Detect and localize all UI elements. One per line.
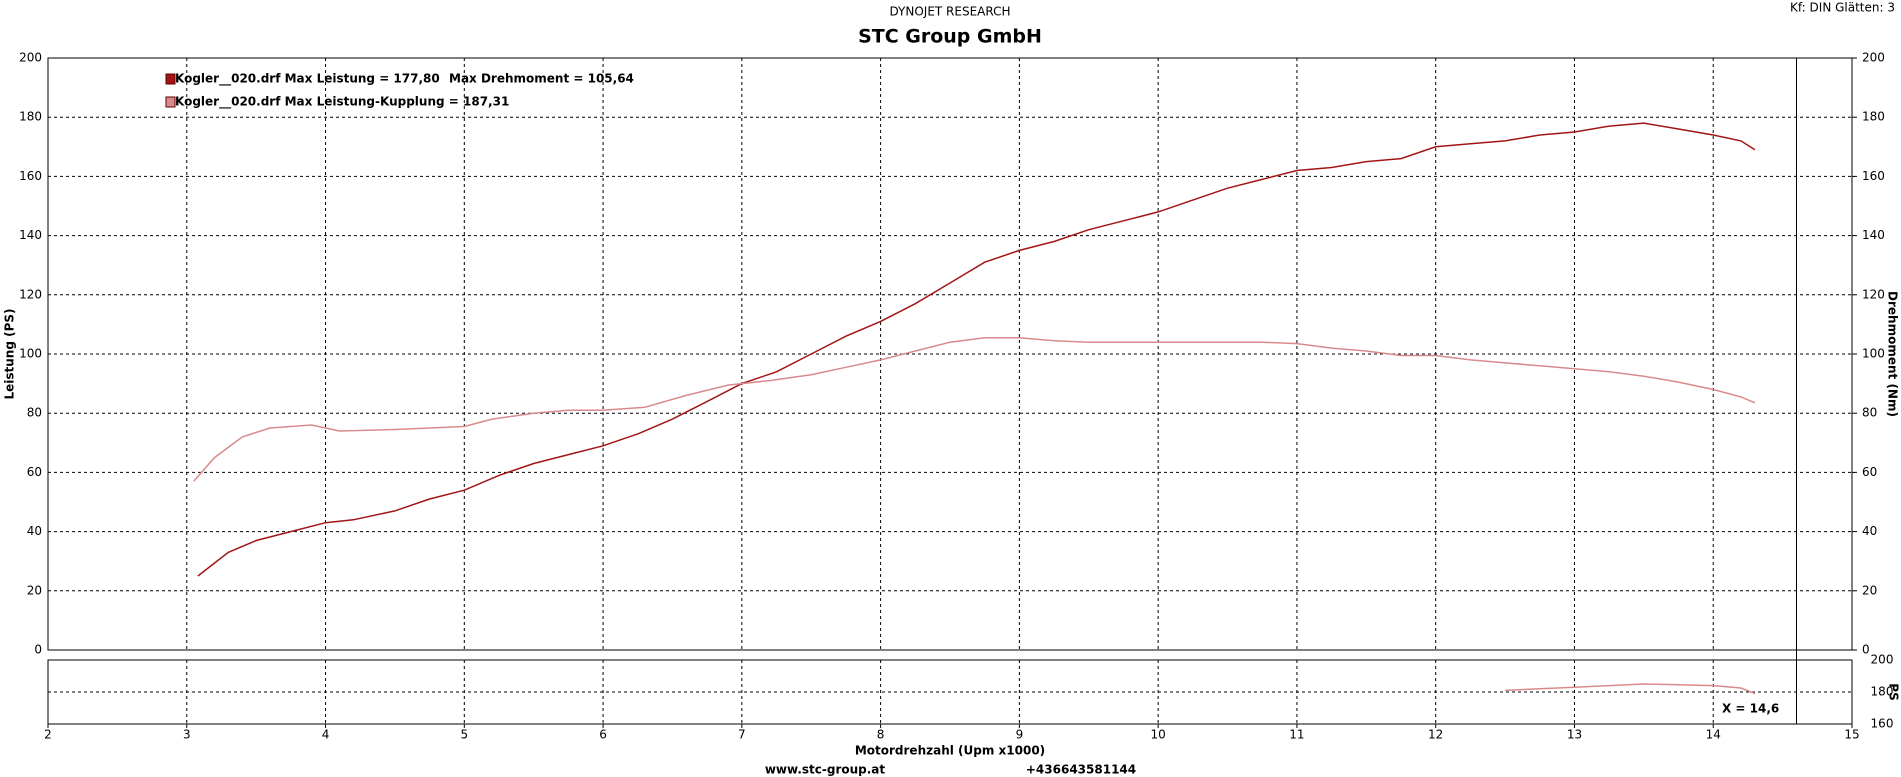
x-tick-label: 12	[1428, 728, 1443, 742]
annotation: X = 14,6	[1722, 702, 1779, 716]
legend-swatch	[165, 96, 176, 108]
footer-text: +436643581144	[1026, 763, 1136, 777]
y-tick-label: 160	[1871, 717, 1894, 731]
y2-tick-label: 200	[1862, 51, 1885, 65]
data-line	[193, 336, 1756, 482]
x-axis-label: Motordrehzahl (Upm x1000)	[855, 744, 1045, 758]
lower-y-axis-label: PS	[1887, 683, 1901, 700]
legend-label: Kogler__020.drf Max Leistung = 177,80	[175, 72, 440, 87]
y-tick-label: 0	[34, 643, 42, 657]
x-tick-label: 7	[738, 728, 746, 742]
x-tick-label: 8	[877, 728, 885, 742]
y2-tick-label: 180	[1862, 110, 1885, 124]
x-tick-label: 15	[1844, 728, 1859, 742]
y2-tick-label: 160	[1862, 169, 1885, 183]
y-tick-label: 200	[1871, 653, 1894, 667]
subtitle: DYNOJET RESEARCH	[889, 5, 1010, 19]
y-tick-label: 120	[19, 287, 42, 301]
y-tick-label: 180	[19, 110, 42, 124]
y-tick-label: 80	[27, 406, 42, 420]
x-tick-label: 11	[1289, 728, 1304, 742]
x-tick-label: 14	[1706, 728, 1721, 742]
y2-tick-label: 80	[1862, 406, 1877, 420]
x-tick-label: 5	[460, 728, 468, 742]
y-tick-label: 20	[27, 583, 42, 597]
x-tick-label: 9	[1016, 728, 1024, 742]
y2-tick-label: 100	[1862, 347, 1885, 361]
y2-tick-label: 60	[1862, 465, 1877, 479]
y-tick-label: 100	[19, 347, 42, 361]
legend-label: Max Drehmoment = 105,64	[449, 72, 634, 86]
y2-tick-label: 20	[1862, 583, 1877, 597]
y-tick-label: 40	[27, 524, 42, 538]
legend-swatch	[165, 73, 176, 85]
y2-axis-label: Drehmoment (Nm)	[1886, 291, 1900, 417]
y-tick-label: 160	[19, 169, 42, 183]
footer-text: www.stc-group.at	[765, 763, 886, 777]
legend-label: Kogler__020.drf Max Leistung-Kupplung = …	[175, 95, 509, 110]
x-tick-label: 3	[183, 728, 191, 742]
x-tick-label: 10	[1151, 728, 1166, 742]
chart-title: STC Group GmbH	[858, 26, 1042, 48]
data-line	[197, 122, 1756, 577]
y2-tick-label: 40	[1862, 524, 1877, 538]
y2-tick-label: 0	[1862, 643, 1870, 657]
data-line	[1505, 683, 1756, 695]
x-tick-label: 13	[1567, 728, 1582, 742]
x-tick-label: 4	[322, 728, 330, 742]
y-tick-label: 60	[27, 465, 42, 479]
y-tick-label: 200	[19, 51, 42, 65]
x-tick-label: 6	[599, 728, 607, 742]
y-axis-label: Leistung (PS)	[3, 308, 17, 399]
y2-tick-label: 140	[1862, 228, 1885, 242]
y-tick-label: 140	[19, 228, 42, 242]
annotation: Kf: DIN Glätten: 3	[1790, 1, 1895, 15]
y-tick-label: 180	[1871, 685, 1894, 699]
y2-tick-label: 120	[1862, 287, 1885, 301]
x-tick-label: 2	[44, 728, 52, 742]
